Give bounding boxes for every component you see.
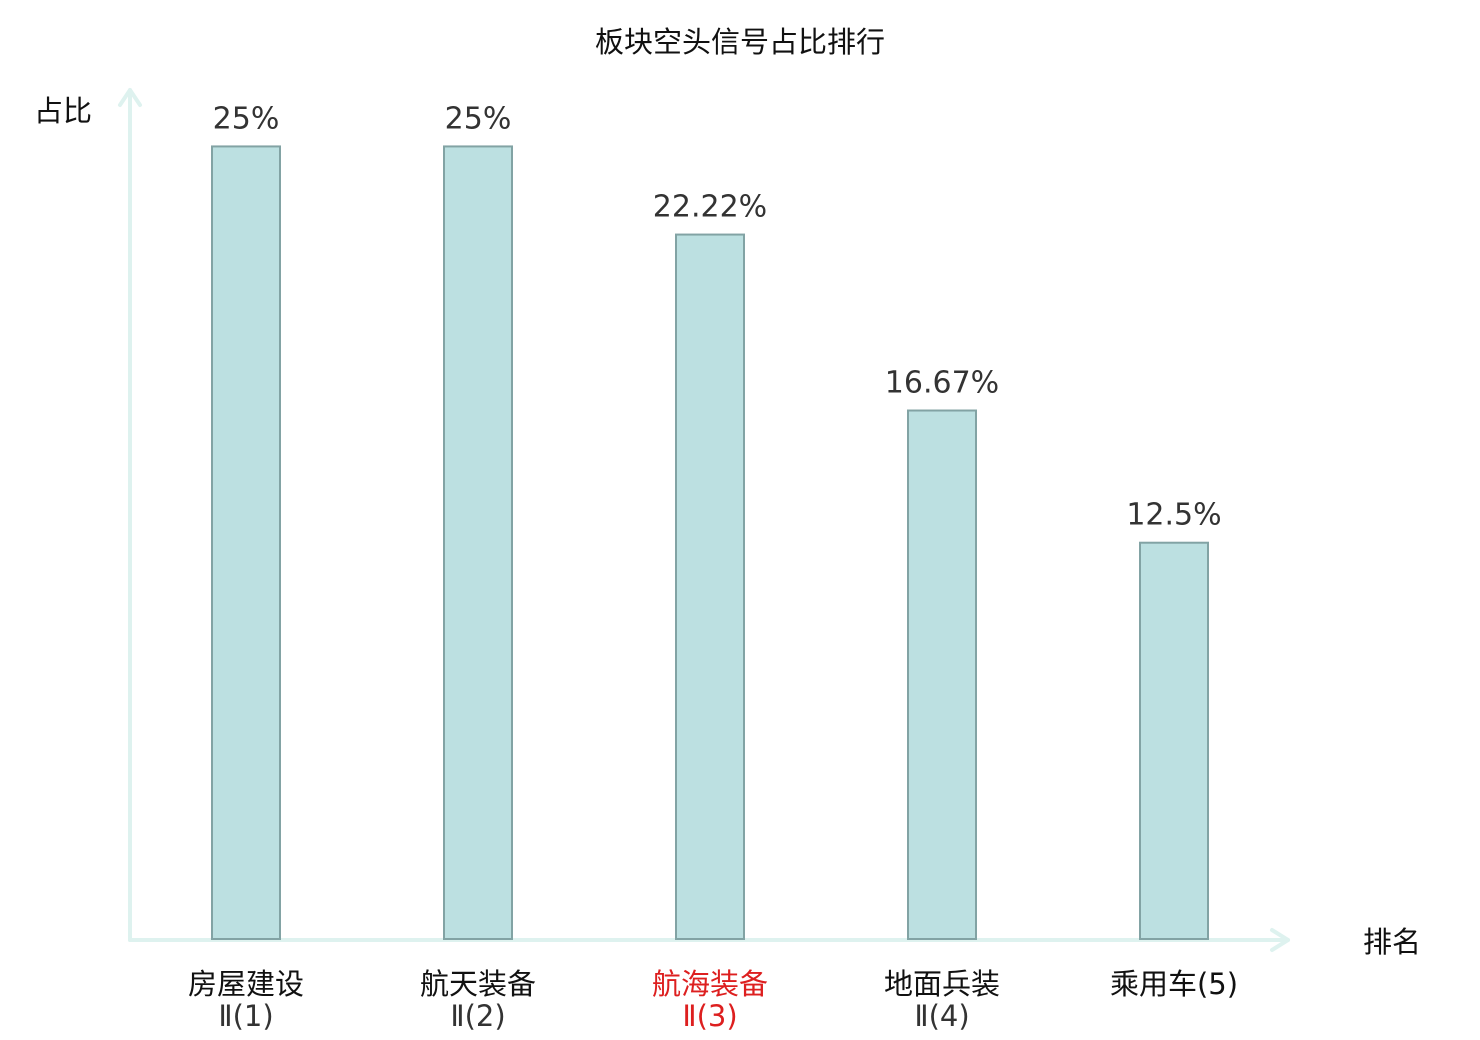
category-label-4: 地面兵装 bbox=[884, 967, 1000, 1001]
category-label-3: 航海装备 bbox=[652, 967, 768, 1001]
value-label-3: 22.22% bbox=[653, 190, 767, 225]
y-axis-label: 占比 bbox=[34, 94, 92, 128]
bar-group bbox=[211, 145, 1209, 941]
category-sublabel-2: Ⅱ(2) bbox=[450, 999, 505, 1033]
value-label-1: 25% bbox=[213, 101, 280, 136]
bar-3 bbox=[675, 233, 745, 941]
y-axis-arrow bbox=[118, 88, 142, 107]
x-axis-label: 排名 bbox=[1363, 925, 1421, 959]
category-label-5: 乘用车(5) bbox=[1110, 967, 1238, 1001]
value-label-group: 25% 25% 22.22% 16.67% 12.5% bbox=[213, 101, 1222, 532]
value-label-2: 25% bbox=[445, 101, 512, 136]
category-sublabel-4: Ⅱ(4) bbox=[914, 999, 969, 1033]
bar-1 bbox=[211, 145, 281, 941]
bar-2 bbox=[443, 145, 513, 941]
chart-title: 板块空头信号占比排行 bbox=[595, 25, 885, 59]
category-sublabel-1: Ⅱ(1) bbox=[218, 999, 273, 1033]
value-label-5: 12.5% bbox=[1126, 498, 1221, 533]
category-label-1: 房屋建设 bbox=[188, 967, 304, 1001]
bar-5 bbox=[1139, 541, 1209, 940]
category-sublabel-3: Ⅱ(3) bbox=[682, 999, 737, 1033]
value-label-4: 16.67% bbox=[885, 366, 999, 401]
x-axis-arrow bbox=[1270, 928, 1290, 952]
bar-4 bbox=[907, 409, 977, 940]
category-label-2: 航天装备 bbox=[420, 967, 536, 1001]
